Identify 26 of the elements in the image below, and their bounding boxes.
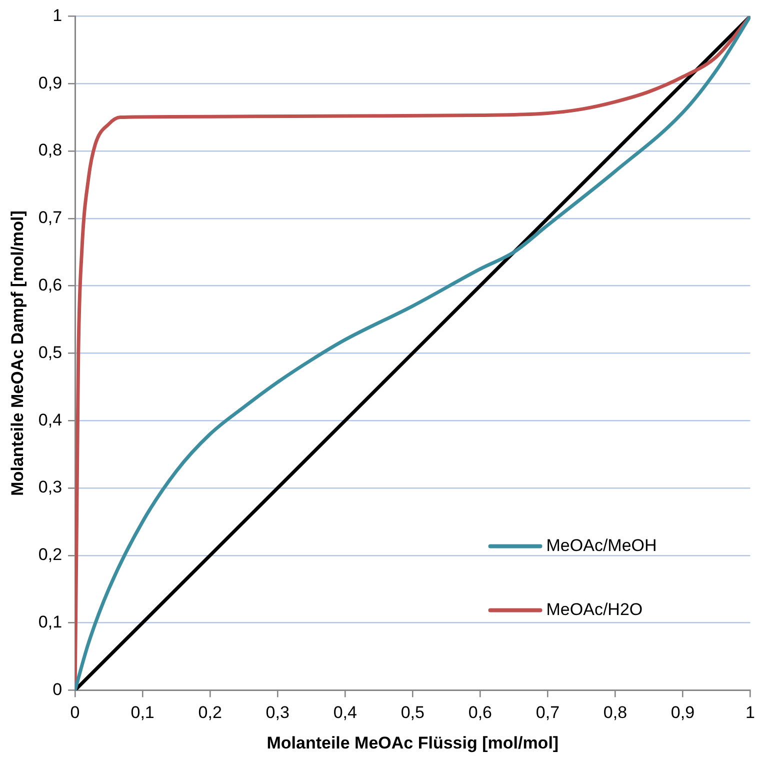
x-tick-label: 0,4	[333, 703, 357, 722]
legend-label: MeOAc/H2O	[546, 600, 643, 619]
y-tick-label: 0,1	[38, 612, 62, 632]
x-tick-label: 0,8	[603, 703, 628, 722]
x-tick-label: 0	[70, 703, 80, 722]
x-tick-label: 0,7	[536, 703, 560, 722]
x-tick-label: 0,3	[266, 703, 290, 722]
legend-label: MeOAc/MeOH	[546, 536, 657, 555]
y-tick-label: 0,9	[38, 73, 62, 92]
x-tick-label: 0,9	[670, 703, 695, 722]
y-tick-label: 0,5	[38, 342, 62, 362]
y-tick-label: 0,7	[38, 208, 62, 228]
y-tick-label: 0,6	[38, 275, 62, 294]
x-axis-title: Molanteile MeOAc Flüssig [mol/mol]	[266, 733, 559, 752]
y-tick-label: 1	[52, 6, 62, 25]
y-tick-label: 0,3	[38, 478, 62, 497]
y-tick-label: 0	[52, 680, 62, 699]
x-tick-label: 0,5	[400, 703, 424, 722]
x-tick-label: 1	[746, 703, 756, 722]
y-axis-title: Molanteile MeOAc Dampf [mol/mol]	[8, 210, 27, 496]
x-tick-label: 0,2	[198, 703, 222, 722]
y-tick-label: 0,2	[38, 545, 62, 564]
y-tick-label: 0,4	[38, 410, 62, 430]
x-tick-label: 0,6	[468, 703, 492, 722]
x-tick-label: 0,1	[130, 703, 154, 722]
y-tick-label: 0,8	[38, 140, 62, 160]
